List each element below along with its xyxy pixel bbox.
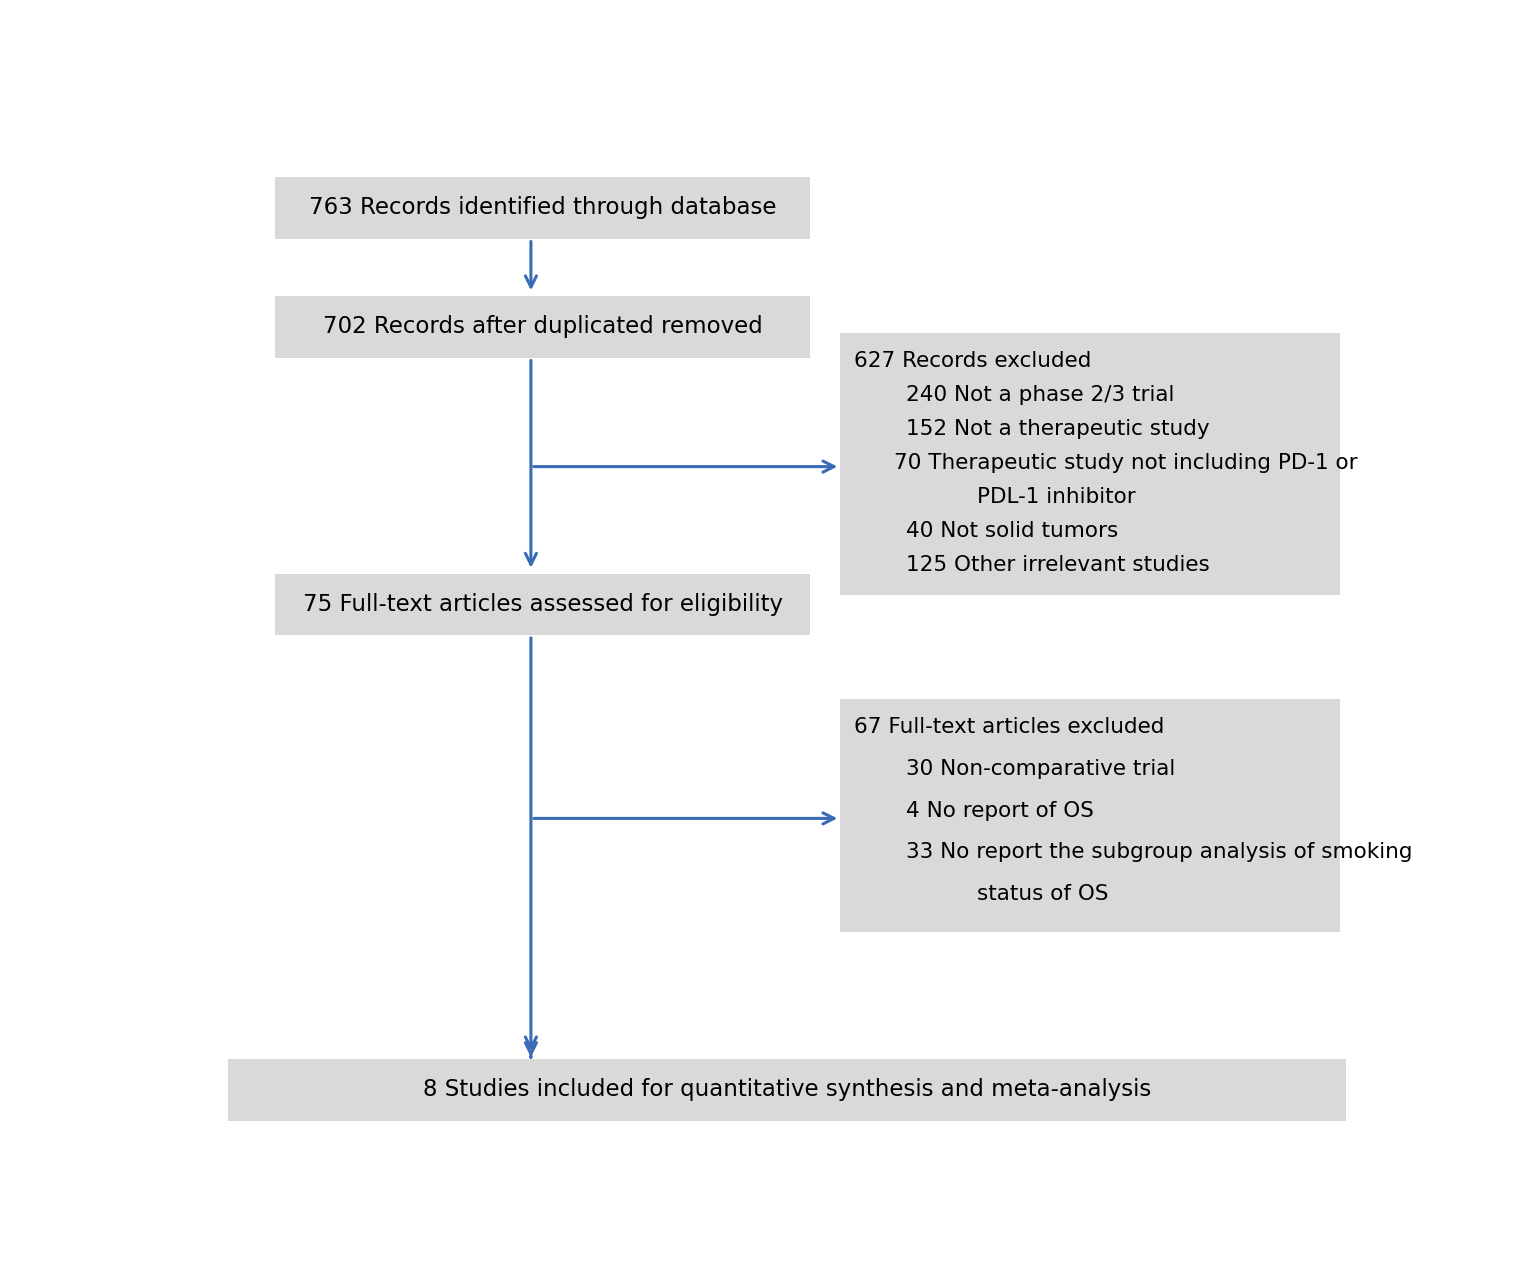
Text: 8 Studies included for quantitative synthesis and meta-analysis: 8 Studies included for quantitative synt…: [422, 1079, 1151, 1102]
Text: PDL-1 inhibitor: PDL-1 inhibitor: [978, 486, 1136, 507]
FancyBboxPatch shape: [275, 296, 810, 358]
Text: 125 Other irrelevant studies: 125 Other irrelevant studies: [906, 555, 1210, 574]
Text: 240 Not a phase 2/3 trial: 240 Not a phase 2/3 trial: [906, 385, 1174, 404]
Text: 702 Records after duplicated removed: 702 Records after duplicated removed: [322, 315, 763, 338]
Text: 152 Not a therapeutic study: 152 Not a therapeutic study: [906, 418, 1210, 439]
Text: 4 No report of OS: 4 No report of OS: [906, 801, 1093, 821]
Text: status of OS: status of OS: [978, 884, 1108, 903]
Text: 70 Therapeutic study not including PD-1 or: 70 Therapeutic study not including PD-1 …: [893, 453, 1357, 472]
FancyBboxPatch shape: [840, 700, 1340, 932]
FancyBboxPatch shape: [275, 178, 810, 238]
Text: 763 Records identified through database: 763 Records identified through database: [309, 197, 777, 220]
FancyBboxPatch shape: [275, 574, 810, 634]
FancyBboxPatch shape: [227, 1059, 1346, 1121]
Text: 40 Not solid tumors: 40 Not solid tumors: [906, 520, 1117, 541]
Text: 75 Full-text articles assessed for eligibility: 75 Full-text articles assessed for eligi…: [302, 593, 783, 616]
Text: 33 No report the subgroup analysis of smoking: 33 No report the subgroup analysis of sm…: [906, 842, 1412, 862]
FancyBboxPatch shape: [840, 333, 1340, 596]
Text: 67 Full-text articles excluded: 67 Full-text articles excluded: [855, 717, 1165, 737]
Text: 30 Non-comparative trial: 30 Non-comparative trial: [906, 759, 1174, 779]
Text: 627 Records excluded: 627 Records excluded: [855, 350, 1091, 371]
